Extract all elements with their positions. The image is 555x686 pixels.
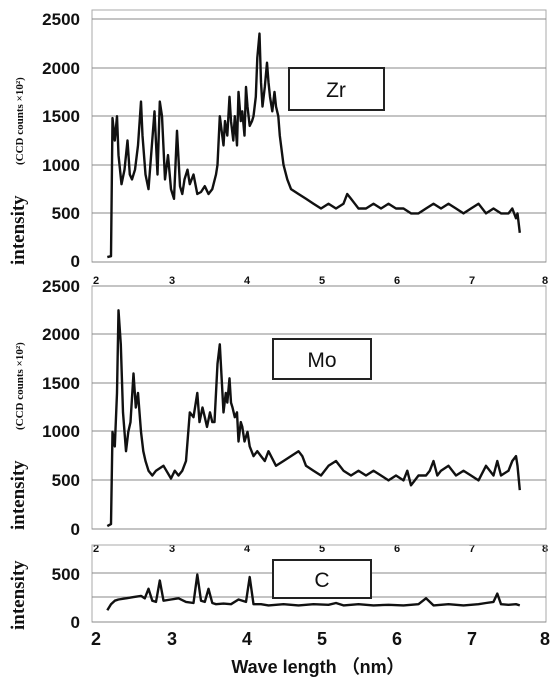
x-axis-title: Wave length （nm） <box>231 657 404 677</box>
y-tick-label: 1000 <box>42 156 80 175</box>
x-tick-label: 2 <box>93 275 99 287</box>
x-tick-label: 4 <box>244 543 251 555</box>
chart-panel-mo: 2500 2000 1500 1000 500 0 2 3 4 5 6 7 8 … <box>8 277 548 555</box>
y-tick-label: 1500 <box>42 374 80 393</box>
legend-label: Mo <box>307 349 336 372</box>
y-tick-label: 0 <box>71 613 80 632</box>
legend-box <box>272 559 372 599</box>
y-axis-unit: (CCD counts ×10²) <box>14 77 26 165</box>
x-tick-label: 8 <box>542 543 548 555</box>
x-tick-label: 7 <box>467 629 477 649</box>
series-line-c <box>106 573 521 611</box>
y-tick-label: 1500 <box>42 107 80 126</box>
x-tick-label: 6 <box>392 629 402 649</box>
series-line-zr <box>107 32 521 259</box>
y-tick-label: 2500 <box>42 10 80 29</box>
legend-box <box>272 338 372 380</box>
y-tick-label: 1000 <box>42 422 80 441</box>
x-tick-label: 4 <box>244 275 251 287</box>
x-tick-label: 7 <box>469 543 475 555</box>
x-tick-label: 5 <box>319 275 325 287</box>
legend-label: C <box>314 569 329 592</box>
legend-label: Zr <box>326 79 346 102</box>
y-axis-title: intensity <box>8 560 29 630</box>
x-tick-label: 8 <box>542 275 548 287</box>
y-axis-unit: (CCD counts ×10²) <box>14 342 26 430</box>
plot-frame <box>91 9 547 263</box>
y-tick-label: 2500 <box>42 277 80 296</box>
x-tick-label: 3 <box>167 629 177 649</box>
plot-frame <box>91 285 547 530</box>
series-line-mo <box>106 309 521 528</box>
legend-box <box>288 67 385 111</box>
x-tick-label: 3 <box>169 275 175 287</box>
x-tick-label: 6 <box>394 275 400 287</box>
x-tick-label: 7 <box>469 275 475 287</box>
y-tick-label: 500 <box>52 471 80 490</box>
y-tick-label: 500 <box>52 204 80 223</box>
x-tick-label: 5 <box>319 543 325 555</box>
y-tick-label: 0 <box>71 520 80 539</box>
x-tick-label: 2 <box>91 629 101 649</box>
x-tick-label: 8 <box>540 629 550 649</box>
y-axis-title: intensity <box>8 460 29 530</box>
x-tick-label: 4 <box>242 629 252 649</box>
x-tick-label: 3 <box>169 543 175 555</box>
chart-panel-c: 500 0 2 3 4 5 6 7 8 intensity C Wave len… <box>8 544 550 677</box>
x-tick-label: 6 <box>394 543 400 555</box>
y-tick-label: 2000 <box>42 325 80 344</box>
y-axis-title: intensity <box>8 195 29 265</box>
y-tick-label: 2000 <box>42 59 80 78</box>
chart-panel-zr: 2500 2000 1500 1000 500 0 2 3 4 5 6 7 8 … <box>8 9 548 287</box>
y-tick-label: 500 <box>52 565 80 584</box>
x-tick-label: 2 <box>93 543 99 555</box>
x-tick-label: 5 <box>317 629 327 649</box>
y-tick-label: 0 <box>71 252 80 271</box>
